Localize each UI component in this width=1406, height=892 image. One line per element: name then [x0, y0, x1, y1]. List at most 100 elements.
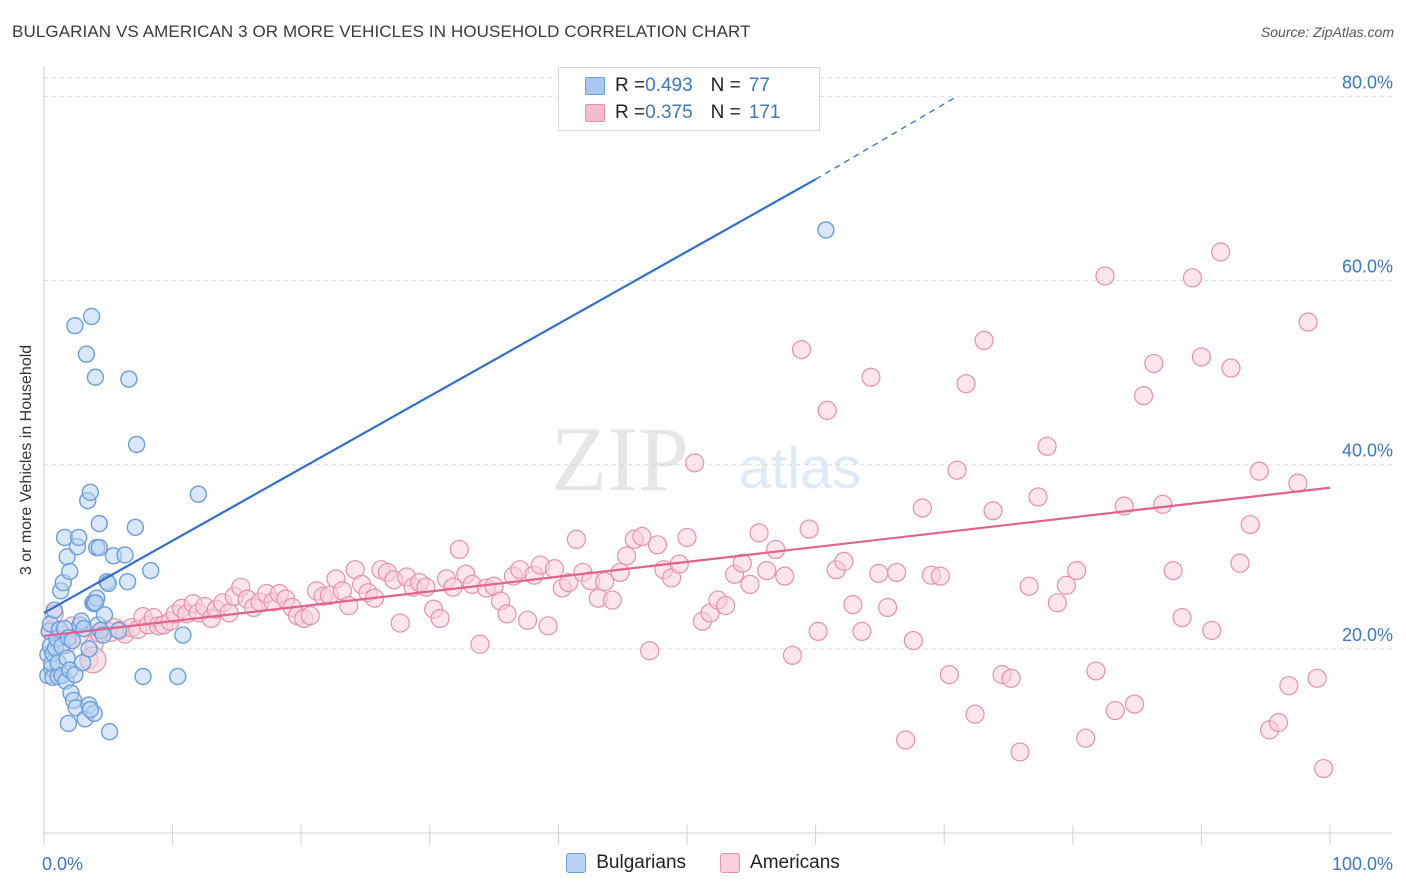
american-point — [430, 608, 450, 629]
american-point — [732, 553, 752, 573]
bulgarian-point — [81, 483, 99, 502]
american-point — [947, 460, 967, 480]
legend-item-americans[interactable]: Americans — [720, 852, 840, 874]
american-point — [834, 551, 854, 571]
legend-n-value: 171 — [748, 102, 781, 123]
american-point — [1313, 758, 1334, 779]
american-point — [1056, 575, 1076, 595]
american-point — [749, 523, 769, 543]
bulgarian-point — [95, 606, 114, 624]
american-point — [791, 340, 812, 360]
bulgarian-point — [86, 594, 105, 612]
tick-labels: 20.0% 40.0% 60.0% 80.0% 0.0% 100.0% — [42, 72, 1393, 874]
american-point — [616, 546, 637, 566]
legend-n-label: N = — [710, 102, 741, 123]
bulgarian-trend-line — [43, 178, 817, 614]
american-point — [912, 498, 932, 518]
american-point — [782, 645, 803, 665]
american-point — [1028, 487, 1048, 507]
bulgarian-point — [174, 626, 192, 644]
american-point — [559, 572, 579, 593]
american-point — [566, 529, 587, 549]
american-point — [1249, 461, 1269, 481]
american-point — [843, 595, 863, 615]
bulgarian-point — [75, 619, 93, 638]
bulgarian-point — [120, 370, 138, 388]
american-point — [1124, 694, 1145, 714]
bulgarian-point — [70, 528, 88, 547]
bulgarian-point — [80, 640, 98, 658]
american-point — [1019, 576, 1039, 596]
american-point — [1163, 560, 1183, 581]
american-point — [799, 519, 819, 539]
american-point — [1001, 668, 1021, 688]
american-point — [808, 621, 828, 641]
legend-swatch-bulgarians — [585, 77, 605, 95]
american-point — [930, 566, 950, 586]
legend-item-bulgarians[interactable]: Bulgarians — [566, 852, 686, 874]
legend-row-bulgarians: R = 0.493 N = 77 — [585, 74, 770, 98]
american-point — [817, 400, 837, 420]
american-point — [470, 634, 490, 654]
bulgarian-point — [189, 485, 208, 503]
american-point — [538, 616, 558, 636]
american-point — [757, 560, 777, 581]
american-point — [640, 641, 660, 661]
watermark: ZIP atlas — [551, 408, 861, 510]
american-point — [595, 572, 615, 592]
american-point — [775, 566, 795, 586]
american-point — [300, 606, 320, 626]
legend-r-value: 0.493 — [645, 75, 693, 96]
x-tick-label: 100.0% — [1332, 854, 1393, 874]
bulgarian-point — [59, 714, 78, 733]
bulgarian-point — [90, 538, 108, 557]
bulgarian-trend-extension — [815, 95, 958, 180]
american-point — [390, 613, 410, 633]
american-point — [1211, 242, 1231, 262]
legend-r-value: 0.375 — [645, 102, 693, 123]
y-axis-label: 3 or more Vehicles in Household — [18, 344, 35, 576]
bulgarian-point — [77, 345, 96, 363]
chart-source: Source: ZipAtlas.com — [1260, 24, 1394, 40]
legend-label-bulgarians: Bulgarians — [596, 852, 687, 873]
watermark-zip: ZIP — [551, 408, 689, 510]
y-tick-label: 20.0% — [1342, 625, 1393, 645]
bulgarian-point — [116, 546, 134, 564]
american-point — [1095, 266, 1115, 286]
bulgarian-point — [118, 572, 137, 591]
american-point — [852, 621, 872, 641]
legend-swatch-americans — [720, 853, 741, 873]
bulgarian-point — [90, 514, 108, 533]
legend-n-label: N = — [710, 75, 741, 96]
bulgarian-point — [66, 316, 84, 335]
bulgarian-point — [63, 631, 81, 650]
american-point — [1076, 728, 1096, 748]
american-point — [869, 563, 889, 583]
legend-n-value: 77 — [748, 75, 770, 96]
american-point — [740, 574, 760, 595]
bulgarian-point — [142, 561, 160, 580]
american-point — [647, 535, 668, 555]
legend-r-label: R = — [615, 102, 646, 123]
american-point — [939, 665, 959, 685]
american-point — [1279, 676, 1299, 696]
bulgarian-point — [94, 626, 112, 644]
american-point — [497, 604, 517, 624]
bulgarian-point — [82, 307, 101, 326]
american-point — [1240, 514, 1260, 535]
bulgarian-point — [45, 601, 63, 619]
american-point — [1047, 593, 1067, 613]
american-point — [766, 539, 786, 560]
y-tick-label: 80.0% — [1342, 72, 1393, 92]
american-point — [1105, 700, 1125, 721]
bulgarian-point — [817, 221, 835, 239]
american-point — [602, 590, 623, 610]
bulgarian-point — [169, 667, 187, 686]
axes — [43, 66, 1392, 845]
american-point — [685, 453, 705, 473]
american-point — [1202, 620, 1222, 641]
legend-swatch-americans — [585, 104, 605, 122]
american-point — [1010, 742, 1030, 762]
american-point — [1221, 358, 1241, 378]
